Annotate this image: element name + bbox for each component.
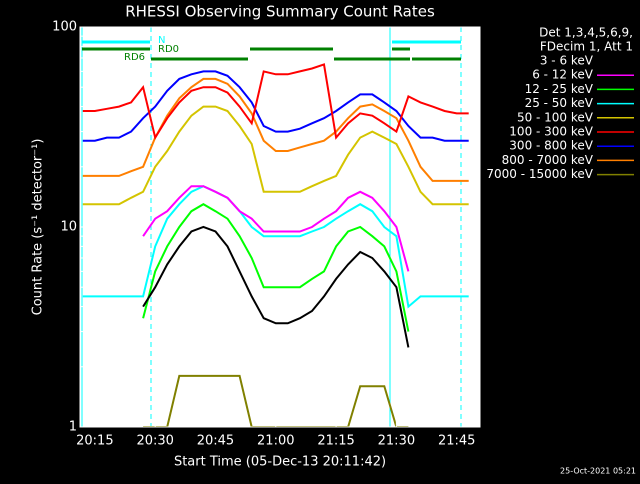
chart-title: RHESSI Observing Summary Count Rates [125,3,435,21]
y-tick-label: 100 [52,20,77,35]
legend-label: 6 - 12 keV [532,68,594,82]
legend-label: 12 - 25 keV [525,82,594,96]
series-line [142,203,410,332]
x-tick-label: 20:30 [136,434,173,449]
y-tick-label: 10 [60,220,77,235]
annotation: N [158,35,165,46]
x-tick-label: 21:15 [317,434,354,449]
mode-bars [81,27,462,427]
legend-label: 3 - 6 keV [540,54,594,68]
legend-label: 800 - 7000 keV [502,153,594,167]
x-axis-label: Start Time (05-Dec-13 20:11:42) [174,455,386,470]
series-line [142,225,410,348]
legend-label: 7000 - 15000 keV [486,167,593,181]
legend-label: 100 - 300 keV [509,125,593,139]
series-line [82,185,469,309]
legend-label: 25 - 50 keV [525,96,594,110]
series-line [142,185,410,272]
series-line [82,70,469,142]
legend-label: 300 - 800 keV [509,139,593,153]
y-axis-label: Count Rate (s⁻¹ detector⁻¹) [31,139,46,316]
legend-header: Det 1,3,4,5,6,9, [539,26,633,40]
x-tick-label: 21:45 [438,434,475,449]
annotation: RD6 [124,52,145,63]
series-line [82,105,469,206]
legend-header: FDecim 1, Att 1 [540,40,633,54]
series-line [82,63,469,141]
y-tick-label: 1 [69,420,77,435]
legend-label: 50 - 100 keV [517,110,594,124]
x-tick-label: 21:30 [378,434,415,449]
x-tick-label: 21:00 [257,434,294,449]
plot-area [80,27,480,427]
x-tick-label: 20:45 [197,434,234,449]
timestamp: 25-Oct-2021 05:21 [560,467,636,476]
x-tick-label: 20:15 [76,434,113,449]
series-line [143,374,409,427]
annotation: RD0 [158,44,179,55]
series-line [82,77,469,182]
